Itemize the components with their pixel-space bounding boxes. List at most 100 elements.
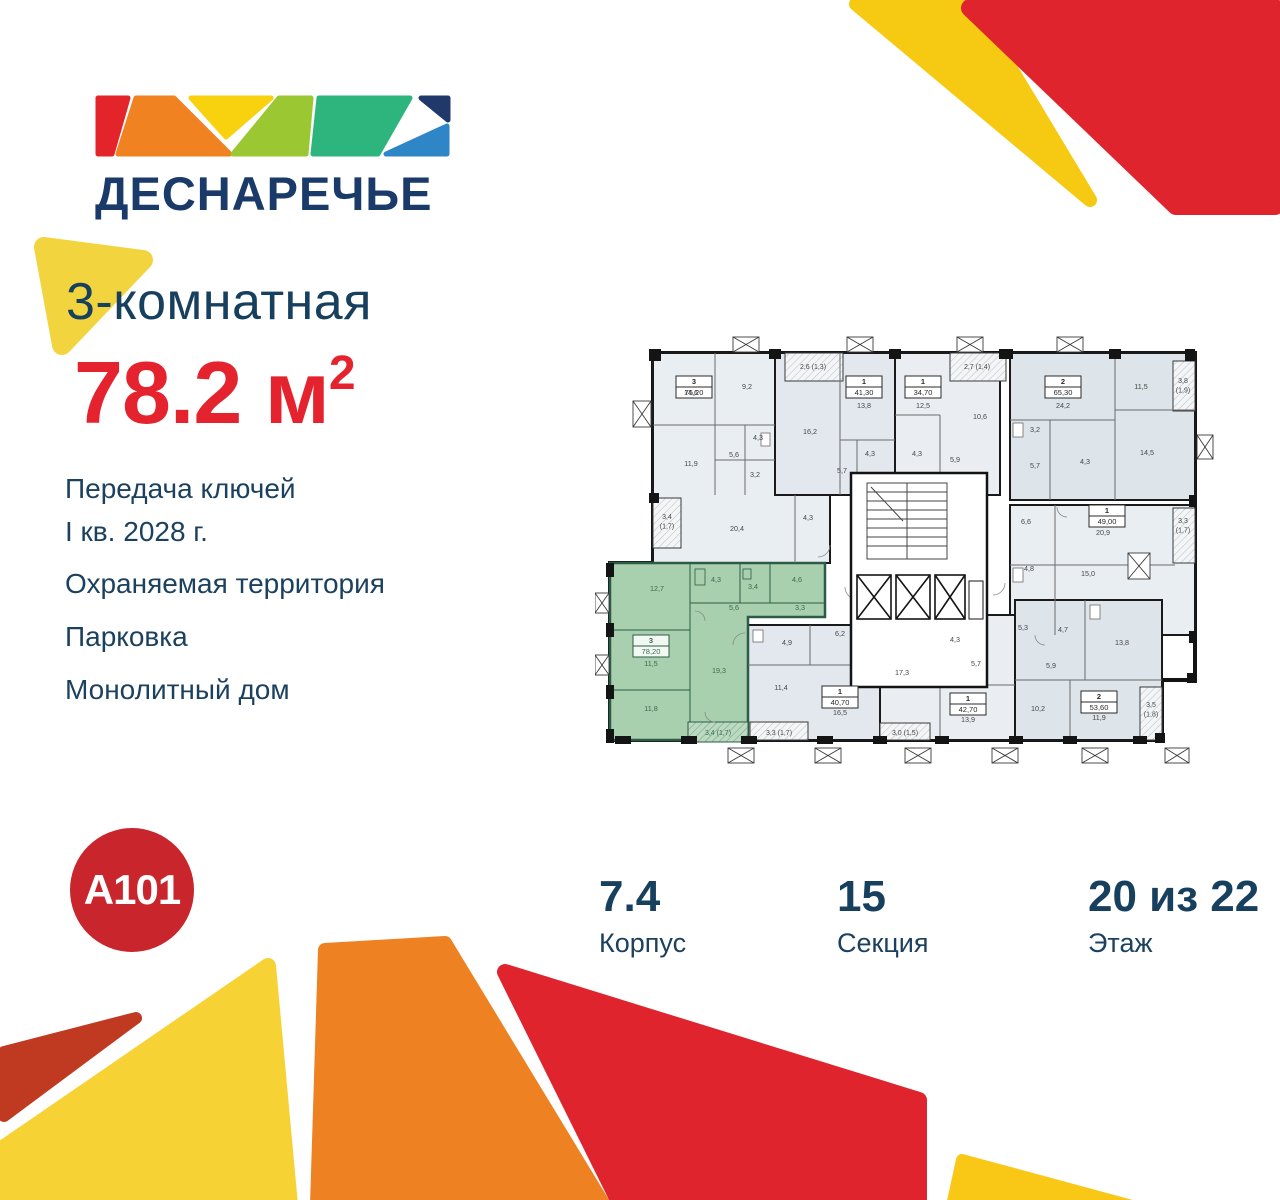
room-area-label: 11,8 (644, 704, 657, 713)
room-area-label: 11,5 (644, 659, 657, 668)
area-superscript: 2 (328, 347, 356, 400)
room-area-label: 12,7 (650, 584, 664, 593)
unit-label: 149,00 (1088, 504, 1126, 528)
plan-wall-piers (606, 349, 1197, 744)
unit-type: 1 (921, 377, 925, 386)
room-area-label: 4,3 (950, 635, 960, 644)
room-area-label: 13,8 (1115, 638, 1129, 647)
balcony-area-label: 3,3 (1,7) (766, 730, 792, 737)
unit-area: 40,70 (831, 698, 850, 707)
room-area-label: 11,9 (684, 459, 697, 468)
plan-room-labels: 14,69,211,94,35,63,220,44,316,213,85,74,… (644, 382, 1154, 724)
unit-label: 141,30 (845, 375, 883, 399)
bottom-orange-trapezoid-decoration (310, 936, 610, 1200)
room-area-label: 4,9 (782, 638, 792, 647)
room-area-label: 5,7 (971, 659, 981, 668)
room-area-label: 4,3 (912, 449, 922, 458)
unit-label: 378,20 (632, 634, 670, 658)
unit-type: 3 (692, 377, 696, 386)
feature-keys-line1: Передача ключей (65, 473, 296, 504)
stat-floor-value: 20 из 22 (1088, 872, 1260, 921)
unit-type: 2 (1061, 377, 1065, 386)
balcony-area-label: 2,6 (1,3) (800, 364, 826, 371)
stat-building: 7.4 Корпус (599, 872, 686, 959)
feature-keys-line2: I кв. 2028 г. (65, 516, 208, 547)
stat-section-value: 15 (837, 872, 886, 921)
unit-label: 253,60 (1080, 690, 1118, 714)
balcony-area-label: (1,7) (660, 524, 674, 531)
room-area-label: 4,3 (1080, 457, 1090, 466)
stat-floor-label: Этаж (1088, 928, 1153, 958)
room-area-label: 11,9 (1092, 713, 1105, 722)
room-area-label: 3,3 (795, 603, 805, 612)
balcony-area-label: 3,8 (1178, 378, 1188, 385)
unit-label: 140,70 (821, 685, 859, 709)
room-area-label: 6,6 (1021, 517, 1031, 526)
room-area-label: 4,3 (803, 513, 813, 522)
unit-type: 2 (1097, 692, 1101, 701)
balcony-area-label: 2,7 (1,4) (964, 364, 990, 371)
stat-section: 15 Секция (837, 872, 929, 959)
unit-area: 42,70 (959, 705, 978, 714)
stairs-icon (866, 482, 948, 560)
unit-label: 265,30 (1044, 375, 1082, 399)
room-area-label: 10,6 (973, 412, 987, 421)
room-area-label: 17,3 (895, 668, 909, 677)
unit-type: 1 (862, 377, 866, 386)
floor-plan: 375,20141,30134,70265,30149,00378,20140,… (595, 336, 1214, 764)
unit-type: 1 (838, 687, 842, 696)
rooms-title: 3-комнатная (66, 273, 372, 331)
room-area-label: 5,7 (837, 466, 847, 475)
balcony-area-label: (1,7) (1176, 528, 1190, 535)
stat-floor: 20 из 22 Этаж (1088, 872, 1259, 959)
room-area-label: 6,2 (835, 629, 845, 638)
room-area-label: 3,4 (748, 582, 758, 591)
unit-type: 1 (1105, 506, 1109, 515)
plan-balconies (652, 352, 1196, 743)
balcony-area-label: 3,0 (1,5) (892, 730, 918, 737)
plan-unit-labels: 375,20141,30134,70265,30149,00378,20140,… (632, 375, 1126, 716)
room-area-label: 15,0 (1081, 569, 1095, 578)
balcony-area-label: 3,5 (1146, 702, 1156, 709)
highlighted-apartment-walls (610, 563, 825, 740)
room-area-label: 24,2 (1056, 401, 1070, 410)
room-area-label: 11,4 (774, 683, 787, 692)
unit-area: 34,70 (914, 388, 933, 397)
room-area-label: 11,5 (1134, 382, 1147, 391)
project-name: ДЕСНАРЕЧЬЕ (95, 167, 433, 220)
bottom-red-polygon-decoration (497, 964, 927, 1200)
unit-area: 53,60 (1090, 703, 1109, 712)
bottom-small-yellow-wedge-decoration (947, 1154, 1133, 1200)
bottom-yellow-triangle-decoration (0, 958, 298, 1200)
room-area-label: 16,5 (833, 708, 847, 717)
unit-label: 134,70 (904, 375, 942, 399)
room-area-label: 10,2 (1031, 704, 1045, 713)
room-area-label: 16,2 (803, 427, 817, 436)
room-area-label: 20,4 (730, 524, 744, 533)
room-area-label: 4,3 (753, 433, 763, 442)
room-area-label: 14,5 (1140, 448, 1154, 457)
room-area-label: 4,6 (792, 575, 802, 584)
room-area-label: 5,6 (729, 450, 739, 459)
feature-monolithic-building: Монолитный дом (65, 674, 290, 705)
unit-type: 3 (649, 636, 653, 645)
unit-area: 49,00 (1098, 517, 1117, 526)
title-yellow-triangle-decoration (34, 237, 153, 355)
room-area-label: 9,2 (742, 382, 752, 391)
unit-area: 65,30 (1054, 388, 1073, 397)
room-area-label: 5,6 (729, 603, 739, 612)
room-area-label: 12,5 (916, 401, 930, 410)
room-area-label: 3,2 (1030, 425, 1040, 434)
balcony-area-label: (1,9) (1176, 388, 1190, 395)
plan-core (849, 471, 989, 689)
plan-partitions (653, 353, 1195, 740)
balcony-area-label: 3,4 (1,7) (705, 730, 731, 737)
room-area-label: 5,9 (950, 455, 960, 464)
stat-building-label: Корпус (599, 928, 687, 958)
room-area-label: 5,9 (1046, 661, 1056, 670)
feature-parking: Парковка (65, 621, 188, 652)
plan-window-markers (595, 336, 1214, 764)
